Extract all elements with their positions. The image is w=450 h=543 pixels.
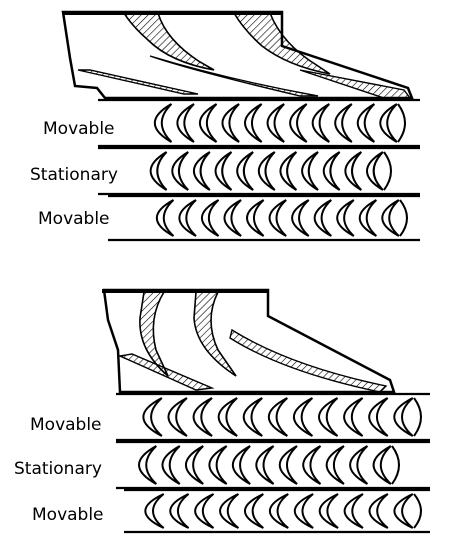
blade <box>176 103 195 143</box>
blade <box>318 397 339 437</box>
blade <box>279 151 298 191</box>
row-end-arc <box>399 199 408 237</box>
blade <box>344 151 363 191</box>
top-rows-row-3-movable <box>108 194 420 242</box>
blade <box>379 103 398 143</box>
row-end-arc <box>413 493 422 529</box>
row-end-arc <box>413 397 422 437</box>
bottom-vane-2 <box>193 291 237 377</box>
blade <box>217 397 238 437</box>
blade <box>138 445 157 485</box>
blade <box>144 493 165 529</box>
row-end-arc <box>383 151 392 191</box>
blade <box>334 103 353 143</box>
blade <box>244 493 264 529</box>
blade <box>192 151 211 191</box>
blade <box>368 493 389 529</box>
blade <box>368 397 389 437</box>
bottom-rows-row-3-movable <box>124 488 430 534</box>
blade <box>142 397 163 437</box>
top-label-movable-1: Movable <box>43 119 115 139</box>
blade <box>278 445 298 485</box>
row-end-arc <box>397 103 406 143</box>
blade <box>393 397 414 437</box>
blade <box>325 445 345 485</box>
blade <box>232 445 251 485</box>
blade <box>313 199 332 237</box>
bottom-rows-row-1-movable <box>116 392 430 442</box>
blade <box>171 151 189 191</box>
row-end-arc <box>391 445 400 485</box>
blade <box>169 493 190 529</box>
blade <box>200 199 220 237</box>
blade <box>291 199 310 237</box>
blade <box>223 199 242 237</box>
top-vane-2 <box>232 12 331 75</box>
blade <box>198 103 218 143</box>
top-vane-1 <box>122 12 215 71</box>
top-rows-row-1-movable <box>98 98 420 148</box>
blade <box>246 199 265 237</box>
blade <box>289 103 308 143</box>
top-label-movable-2: Movable <box>38 209 110 229</box>
blade <box>336 199 355 237</box>
bottom-nozzle-block <box>102 288 396 394</box>
blade <box>153 103 173 143</box>
top-nozzle-block <box>61 10 414 100</box>
bottom-label-movable-1: Movable <box>30 415 102 435</box>
blade <box>268 199 287 237</box>
blade <box>294 493 314 529</box>
blade <box>301 151 319 191</box>
top-rows-row-2-stationary <box>98 146 420 196</box>
top-figure: Movable Stationary Movable <box>30 10 420 242</box>
blade <box>372 445 392 485</box>
blade <box>322 151 341 191</box>
blade <box>161 445 181 485</box>
bottom-label-movable-2: Movable <box>32 505 104 525</box>
blade <box>393 493 414 529</box>
blade <box>242 397 263 437</box>
blade <box>268 397 288 437</box>
blade <box>219 493 240 529</box>
blade <box>311 103 330 143</box>
blade <box>149 151 168 191</box>
bottom-rows-row-2-stationary <box>116 440 430 490</box>
top-label-stationary: Stationary <box>30 165 118 185</box>
blade <box>381 199 400 237</box>
blade <box>194 493 215 529</box>
top-blade-rows <box>98 98 420 242</box>
blade <box>214 151 233 191</box>
blade <box>167 397 188 437</box>
blade <box>269 493 289 529</box>
blade <box>356 103 376 143</box>
bottom-blade-rows <box>116 392 430 534</box>
blade <box>221 103 240 143</box>
blade <box>208 445 228 485</box>
blade <box>318 493 339 529</box>
blade <box>293 397 314 437</box>
blade <box>302 445 322 485</box>
blade <box>178 199 197 237</box>
blade <box>358 199 378 237</box>
blade <box>244 103 263 143</box>
blade <box>343 493 364 529</box>
blade <box>266 103 285 143</box>
blade <box>192 397 213 437</box>
blade <box>349 445 369 485</box>
blade <box>185 445 204 485</box>
blade <box>236 151 254 191</box>
bottom-label-stationary: Stationary <box>14 459 102 479</box>
blade <box>255 445 275 485</box>
blade <box>366 151 384 191</box>
blade <box>343 397 364 437</box>
bottom-figure: Movable Stationary Movable <box>14 288 430 534</box>
blade <box>155 199 175 237</box>
blade <box>257 151 276 191</box>
